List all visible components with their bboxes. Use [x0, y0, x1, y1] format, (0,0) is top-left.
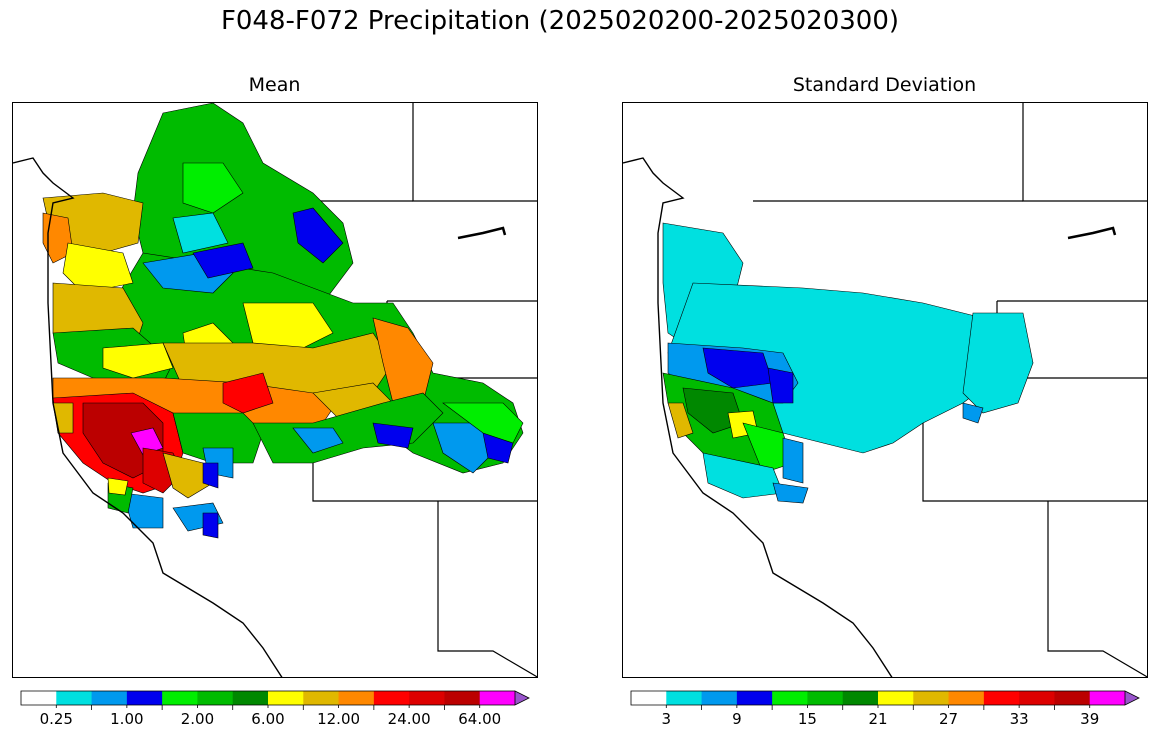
- colorbar-tick-label: 1.00: [110, 710, 144, 728]
- colorbar-segment: [338, 691, 375, 705]
- colorbar-segment: [409, 691, 445, 705]
- mean-colorbar: [20, 690, 532, 710]
- mean-precip-regions: [42, 103, 524, 539]
- state-lines-se: [437, 501, 537, 677]
- colorbar-segment: [913, 691, 950, 705]
- colorbar-segment: [197, 691, 234, 705]
- great-salt-lake-mark: [1067, 226, 1117, 240]
- colorbar-segment: [479, 691, 516, 705]
- colorbar-extend-arrow: [1124, 690, 1140, 706]
- colorbar-tick-label: 6.00: [251, 710, 285, 728]
- great-salt-lake-mark: [457, 226, 507, 240]
- colorbar-extend-arrow: [514, 690, 530, 706]
- colorbar-tick-label: 64.00: [458, 710, 502, 728]
- colorbar-tick-label: 9: [732, 710, 742, 728]
- colorbar-segment: [56, 691, 93, 705]
- colorbar-segment: [842, 691, 879, 705]
- colorbar-tick-label: 24.00: [387, 710, 431, 728]
- colorbar-segment: [21, 691, 57, 705]
- colorbar-segment: [444, 691, 481, 705]
- colorbar-tick-label: 39: [1080, 710, 1100, 728]
- figure-title: F048-F072 Precipitation (2025020200-2025…: [220, 6, 900, 36]
- std-map-svg: [623, 103, 1147, 677]
- colorbar-segment: [1054, 691, 1091, 705]
- colorbar-segment: [736, 691, 773, 705]
- colorbar-segment: [373, 691, 410, 705]
- colorbar-segment: [807, 691, 844, 705]
- colorbar-segment: [666, 691, 703, 705]
- colorbar-segment: [631, 691, 667, 705]
- colorbar-tick-label: 33: [1009, 710, 1029, 728]
- mean-map-svg: [13, 103, 537, 677]
- colorbar-segment: [878, 691, 914, 705]
- colorbar-segment: [162, 691, 198, 705]
- std-map: [622, 102, 1148, 678]
- std-panel-title: Standard Deviation: [792, 74, 977, 96]
- colorbar-segment: [701, 691, 738, 705]
- colorbar-segment: [232, 691, 269, 705]
- colorbar-tick-label: 12.00: [317, 710, 361, 728]
- colorbar-segment: [126, 691, 163, 705]
- coastline: [623, 157, 893, 677]
- colorbar-tick-label: 2.00: [180, 710, 215, 728]
- mean-map: [12, 102, 538, 678]
- mean-panel-title: Mean: [248, 74, 301, 96]
- colorbar-segment: [1019, 691, 1055, 705]
- colorbar-segment: [772, 691, 808, 705]
- colorbar-segment: [303, 691, 340, 705]
- colorbar-segment: [268, 691, 304, 705]
- canada-border-east: [412, 103, 537, 202]
- coastline: [13, 157, 283, 677]
- colorbar-tick-label: 21: [868, 710, 888, 728]
- colorbar-tick-label: 0.25: [39, 710, 73, 728]
- state-lines-se: [1047, 501, 1147, 677]
- colorbar-tick-label: 15: [797, 710, 817, 728]
- colorbar-tick-label: 3: [661, 710, 672, 728]
- colorbar-segment: [1089, 691, 1126, 705]
- std-colorbar: [630, 690, 1142, 710]
- colorbar-segment: [91, 691, 128, 705]
- colorbar-segment: [983, 691, 1020, 705]
- canada-border-east: [1022, 103, 1147, 202]
- std-precip-regions: [662, 222, 1034, 504]
- colorbar-svg: [20, 690, 530, 710]
- colorbar-tick-label: 27: [939, 710, 959, 728]
- colorbar-segment: [948, 691, 985, 705]
- colorbar-svg: [630, 690, 1140, 710]
